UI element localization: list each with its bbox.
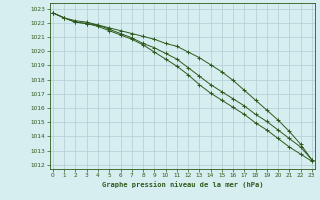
X-axis label: Graphe pression niveau de la mer (hPa): Graphe pression niveau de la mer (hPa) bbox=[102, 181, 263, 188]
